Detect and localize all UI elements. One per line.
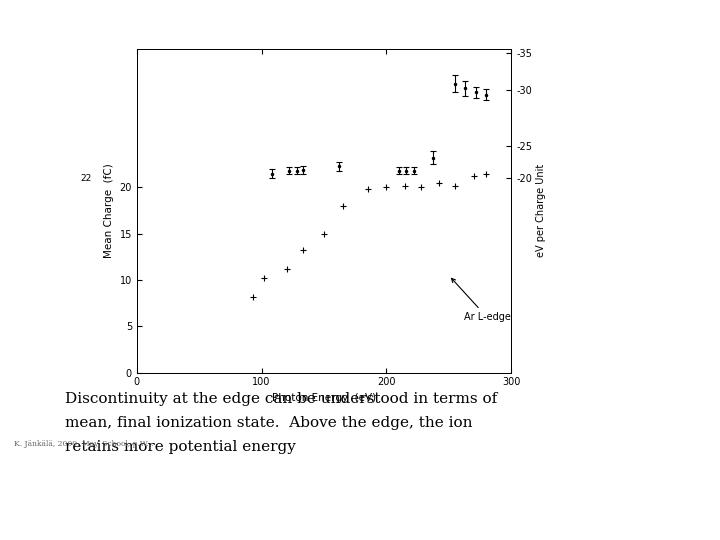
Text: 22: 22 bbox=[81, 174, 92, 183]
Text: mean, final ionization state.  Above the edge, the ion: mean, final ionization state. Above the … bbox=[65, 416, 472, 430]
Y-axis label: eV per Charge Unit: eV per Charge Unit bbox=[536, 164, 546, 257]
X-axis label: Photon Energy  (eV): Photon Energy (eV) bbox=[272, 393, 376, 403]
Text: K. Jänkälä, 2009, May, School, p.W...: K. Jänkälä, 2009, May, School, p.W... bbox=[14, 440, 154, 448]
Y-axis label: Mean Charge  (fC): Mean Charge (fC) bbox=[104, 163, 114, 258]
Text: retains more potential energy: retains more potential energy bbox=[65, 440, 296, 454]
Text: Discontinuity at the edge can be understood in terms of: Discontinuity at the edge can be underst… bbox=[65, 392, 497, 406]
Text: Ar L-edge: Ar L-edge bbox=[451, 278, 510, 322]
